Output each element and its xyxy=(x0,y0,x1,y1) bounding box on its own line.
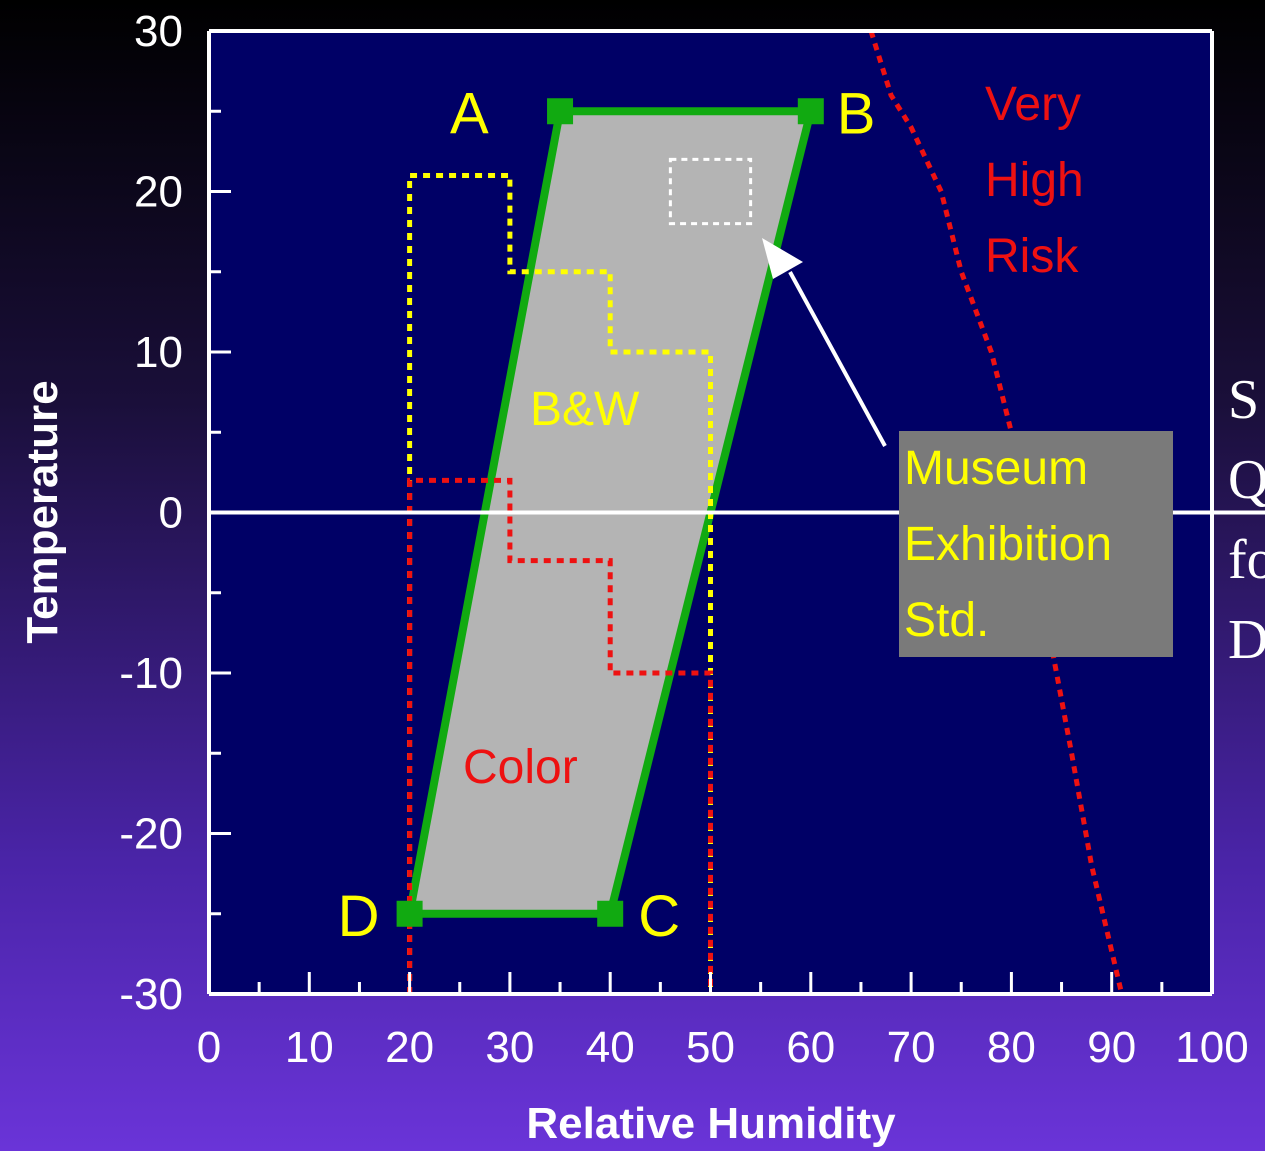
y-tick-label: 20 xyxy=(134,168,183,217)
point-marker-c xyxy=(597,900,624,927)
x-tick-label: 30 xyxy=(485,1023,534,1072)
x-tick-label: 40 xyxy=(586,1023,635,1072)
point-label-a: A xyxy=(450,81,489,146)
series-line-2 xyxy=(868,30,1125,995)
color-label: Color xyxy=(463,741,578,794)
y-tick-label: 30 xyxy=(134,7,183,56)
y-tick-label: -10 xyxy=(119,649,183,698)
point-marker-d xyxy=(396,900,423,927)
museum-arrow-shaft xyxy=(788,271,887,447)
y-tick-label: 0 xyxy=(159,489,183,538)
museum-label-line: Exhibition xyxy=(904,518,1112,571)
point-marker-a xyxy=(547,98,574,125)
y-tick-label: 10 xyxy=(134,328,183,377)
x-tick-label: 50 xyxy=(686,1023,735,1072)
risk-label-line: Very xyxy=(985,78,1081,131)
x-tick-label: 60 xyxy=(786,1023,835,1072)
museum-label-line: Std. xyxy=(904,594,989,647)
x-tick-label: 80 xyxy=(987,1023,1036,1072)
museum-label-line: Museum xyxy=(904,442,1088,495)
x-tick-label: 20 xyxy=(385,1023,434,1072)
point-label-d: D xyxy=(338,884,380,949)
point-label-c: C xyxy=(638,884,680,949)
x-tick-label: 0 xyxy=(197,1023,221,1072)
risk-label-line: High xyxy=(985,154,1084,207)
x-tick-label: 100 xyxy=(1175,1023,1248,1072)
y-tick-label: -30 xyxy=(119,970,183,1019)
x-tick-label: 10 xyxy=(285,1023,334,1072)
series-line-0 xyxy=(407,172,713,994)
point-marker-b xyxy=(797,98,824,125)
risk-label-line: Risk xyxy=(985,230,1079,283)
y-tick-label: -20 xyxy=(119,810,183,859)
x-tick-label: 70 xyxy=(887,1023,936,1072)
y-axis-title: Temperature xyxy=(18,380,67,643)
side-text: S Q fo D xyxy=(1228,369,1265,671)
museum-std-box xyxy=(668,157,753,226)
x-tick-label: 90 xyxy=(1087,1023,1136,1072)
point-label-b: B xyxy=(837,81,876,146)
museum-label-box xyxy=(899,431,1173,657)
series-line-1 xyxy=(407,477,713,994)
museum-arrow-head xyxy=(762,238,803,279)
x-axis-title: Relative Humidity xyxy=(526,1099,896,1148)
bw-label: B&W xyxy=(530,383,640,436)
